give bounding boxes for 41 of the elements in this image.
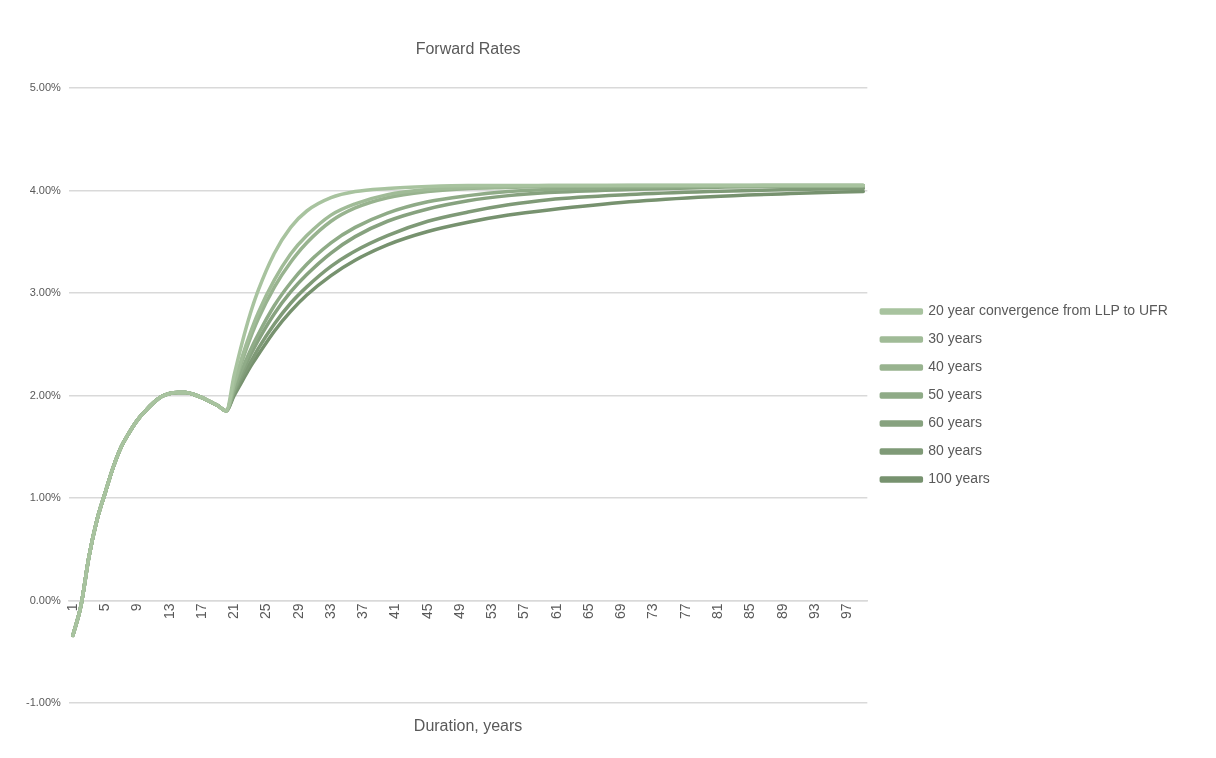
x-tick-label: 65	[579, 603, 596, 620]
x-tick-label: 53	[483, 603, 500, 620]
x-tick-label: 1	[63, 603, 80, 612]
x-tick-label: 73	[644, 603, 661, 620]
y-tick-label: 1.00%	[29, 491, 62, 504]
x-tick-label: 25	[257, 603, 274, 620]
legend-label: 30 years	[928, 330, 983, 347]
y-tick-label: 3.00%	[29, 286, 62, 299]
legend-label: 20 year convergence from LLP to UFR	[928, 302, 1168, 319]
legend-label: 80 years	[928, 442, 983, 459]
x-tick-label: 49	[450, 603, 467, 620]
x-tick-label: 89	[773, 603, 790, 620]
x-tick-label: 37	[354, 603, 371, 620]
x-tick-label: 57	[515, 603, 532, 620]
y-tick-label: 4.00%	[29, 183, 62, 196]
y-tick-label: 2.00%	[29, 388, 62, 401]
x-tick-label: 93	[805, 603, 822, 620]
x-axis-title: Duration, years	[413, 717, 523, 735]
x-tick-label: 81	[708, 603, 725, 620]
x-tick-label: 9	[128, 603, 145, 612]
x-tick-label: 41	[386, 603, 403, 620]
y-tick-label: 0.00%	[29, 593, 62, 606]
x-tick-label: 13	[160, 603, 177, 620]
x-tick-label: 61	[547, 603, 564, 620]
x-tick-label: 17	[192, 603, 209, 620]
legend-label: 100 years	[928, 470, 990, 487]
x-tick-label: 69	[612, 603, 629, 620]
x-tick-label: 29	[289, 603, 306, 620]
legend-label: 60 years	[928, 414, 983, 431]
x-tick-label: 77	[676, 603, 693, 620]
x-tick-label: 97	[838, 603, 855, 620]
legend-label: 50 years	[928, 386, 983, 403]
x-tick-label: 45	[418, 603, 435, 620]
y-tick-label: -1.00%	[25, 696, 62, 709]
x-tick-label: 33	[321, 603, 338, 620]
legend-label: 40 years	[928, 358, 983, 375]
x-tick-label: 85	[741, 603, 758, 620]
x-tick-label: 5	[96, 603, 113, 612]
chart-title: Forward Rates	[415, 40, 521, 58]
y-tick-label: 5.00%	[29, 81, 62, 94]
x-tick-label: 21	[225, 603, 242, 620]
